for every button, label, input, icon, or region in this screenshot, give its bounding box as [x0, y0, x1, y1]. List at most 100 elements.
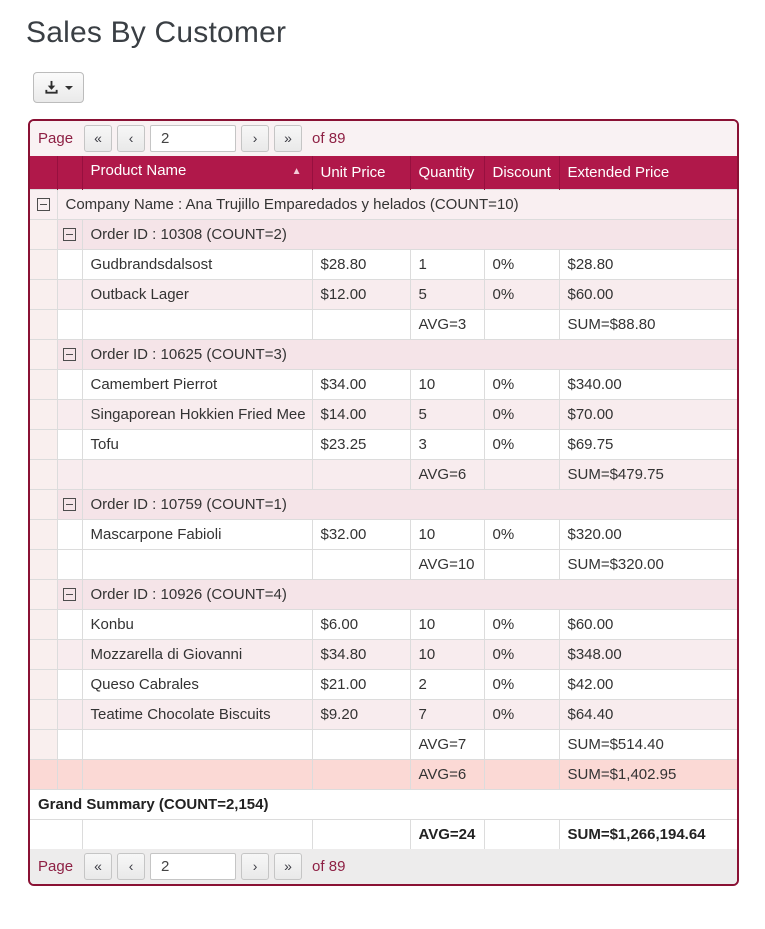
quantity-cell: 1 [410, 248, 485, 279]
unit-price-cell: $28.80 [312, 248, 411, 279]
unit-price-cell: $12.00 [312, 278, 411, 309]
first-page-button[interactable]: « [84, 125, 113, 152]
product-name-cell: Mozzarella di Giovanni [82, 638, 313, 669]
order-row: Order ID : 10926 (COUNT=4) [30, 578, 737, 609]
spacer-cell [30, 458, 58, 489]
spacer-cell [30, 818, 83, 849]
summary-row: AVG=3 SUM=$88.80 [30, 308, 737, 339]
column-header-product-name[interactable]: Product Name ▲ [82, 156, 313, 189]
spacer-cell [57, 458, 83, 489]
quantity-cell: 5 [410, 278, 485, 309]
product-name-cell [82, 548, 313, 579]
table-row[interactable]: Konbu $6.00 10 0% $60.00 [30, 608, 737, 639]
extended-price-cell: $28.80 [559, 248, 737, 279]
table-row[interactable]: Tofu $23.25 3 0% $69.75 [30, 428, 737, 459]
extended-price-cell: $70.00 [559, 398, 737, 429]
spacer-cell [30, 398, 58, 429]
summary-row: AVG=7 SUM=$514.40 [30, 728, 737, 759]
header-expander-col2 [57, 156, 83, 189]
order-row: Order ID : 10308 (COUNT=2) [30, 218, 737, 249]
quantity-avg-cell: AVG=6 [410, 758, 485, 789]
first-page-button[interactable]: « [84, 853, 113, 880]
product-name-cell: Teatime Chocolate Biscuits [82, 698, 313, 729]
column-header-label: Product Name [90, 162, 187, 180]
extended-price-cell: $320.00 [559, 518, 737, 549]
column-header-quantity[interactable]: Quantity [410, 156, 485, 189]
collapse-group-icon[interactable] [63, 498, 76, 512]
spacer-cell [57, 728, 83, 759]
summary-row: AVG=6 SUM=$479.75 [30, 458, 737, 489]
download-button[interactable] [33, 72, 84, 103]
spacer-cell [57, 428, 83, 459]
next-page-button[interactable]: › [241, 853, 270, 880]
extended-price-cell: $60.00 [559, 608, 737, 639]
product-name-cell [82, 728, 313, 759]
grand-summary-label: Grand Summary (COUNT=2,154) [30, 788, 737, 819]
table-row[interactable]: Outback Lager $12.00 5 0% $60.00 [30, 278, 737, 309]
extended-sum-cell: SUM=$1,266,194.64 [559, 818, 737, 849]
quantity-cell: 3 [410, 428, 485, 459]
collapse-group-icon[interactable] [63, 228, 76, 242]
table-row[interactable]: Mascarpone Fabioli $32.00 10 0% $320.00 [30, 518, 737, 549]
table-row[interactable]: Gudbrandsdalsost $28.80 1 0% $28.80 [30, 248, 737, 279]
table-row[interactable]: Queso Cabrales $21.00 2 0% $42.00 [30, 668, 737, 699]
spacer-cell [57, 758, 83, 789]
next-page-button[interactable]: › [241, 125, 270, 152]
last-page-button[interactable]: » [274, 125, 303, 152]
spacer-cell [30, 668, 58, 699]
table-row[interactable]: Singaporean Hokkien Fried Mee $14.00 5 0% $7… [30, 398, 737, 429]
sort-ascending-icon: ▲ [291, 166, 302, 178]
column-header-unit-price[interactable]: Unit Price [312, 156, 411, 189]
order-group-label: Order ID : 10926 (COUNT=4) [82, 578, 737, 609]
discount-cell [484, 758, 560, 789]
page-number-input[interactable] [150, 125, 237, 152]
product-name-cell [82, 308, 313, 339]
unit-price-cell: $9.20 [312, 698, 411, 729]
quantity-cell: 2 [410, 668, 485, 699]
pagination-top: Page « ‹ › » of 89 [30, 121, 737, 156]
unit-price-cell: $14.00 [312, 398, 411, 429]
product-name-cell [82, 818, 313, 849]
discount-cell [484, 728, 560, 759]
table-row[interactable]: Teatime Chocolate Biscuits $9.20 7 0% $64.40 [30, 698, 737, 729]
spacer-cell [30, 728, 58, 759]
page-number-input[interactable] [150, 853, 237, 880]
prev-page-button[interactable]: ‹ [117, 125, 146, 152]
order-row: Order ID : 10759 (COUNT=1) [30, 488, 737, 519]
spacer-cell [30, 608, 58, 639]
discount-cell: 0% [484, 398, 560, 429]
quantity-avg-cell: AVG=6 [410, 458, 485, 489]
table-row[interactable]: Mozzarella di Giovanni $34.80 10 0% $348.00 [30, 638, 737, 669]
quantity-avg-cell: AVG=24 [410, 818, 485, 849]
product-name-cell: Camembert Pierrot [82, 368, 313, 399]
quantity-cell: 10 [410, 608, 485, 639]
spacer-cell [30, 308, 58, 339]
order-row: Order ID : 10625 (COUNT=3) [30, 338, 737, 369]
last-page-button[interactable]: » [274, 853, 303, 880]
page-count-label: of 89 [312, 858, 346, 875]
extended-price-cell: $60.00 [559, 278, 737, 309]
spacer-cell [30, 488, 58, 519]
order-group-label: Order ID : 10759 (COUNT=1) [82, 488, 737, 519]
collapse-group-icon[interactable] [63, 348, 76, 362]
column-header-discount[interactable]: Discount [484, 156, 560, 189]
collapse-group-icon[interactable] [63, 588, 76, 602]
discount-cell [484, 458, 560, 489]
table-row[interactable]: Camembert Pierrot $34.00 10 0% $340.00 [30, 368, 737, 399]
unit-price-cell [312, 458, 411, 489]
discount-cell: 0% [484, 428, 560, 459]
prev-page-button[interactable]: ‹ [117, 853, 146, 880]
extended-price-cell: $348.00 [559, 638, 737, 669]
spacer-cell [57, 548, 83, 579]
discount-cell: 0% [484, 638, 560, 669]
expander-cell [57, 218, 83, 249]
expander-cell [57, 578, 83, 609]
page-label: Page [38, 130, 74, 147]
column-header-extended-price[interactable]: Extended Price [559, 156, 737, 189]
extended-price-cell: $340.00 [559, 368, 737, 399]
collapse-group-icon[interactable] [36, 198, 50, 212]
header-row: Product Name ▲ Unit Price Quantity Disco… [30, 156, 737, 189]
unit-price-cell: $23.25 [312, 428, 411, 459]
quantity-avg-cell: AVG=7 [410, 728, 485, 759]
expander-cell [30, 188, 58, 219]
